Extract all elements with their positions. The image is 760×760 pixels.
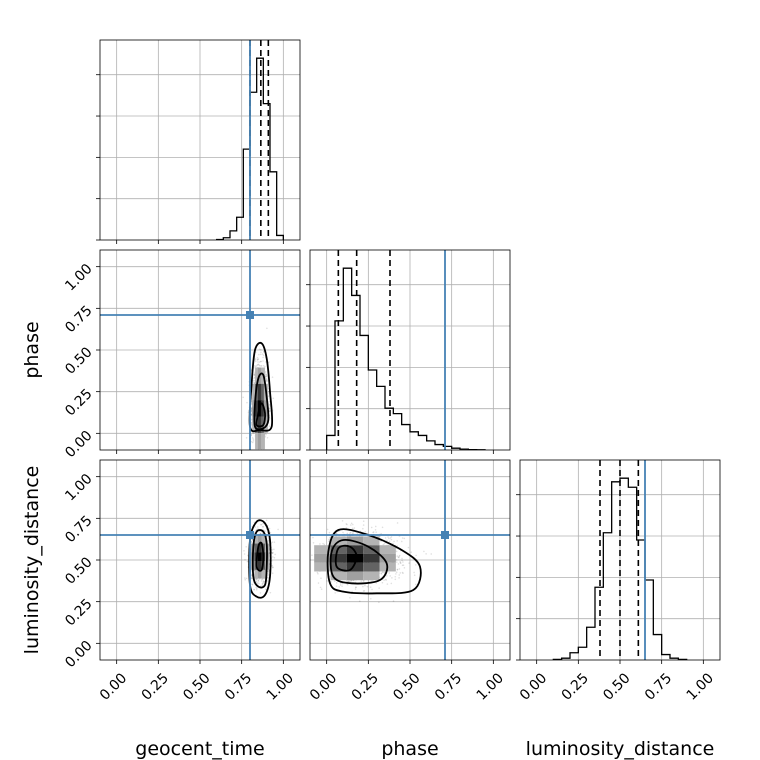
x-tick-label: 0.25 — [139, 670, 172, 703]
x-tick-label: 0.50 — [180, 670, 213, 703]
grid-lines — [100, 250, 300, 450]
density-cell — [258, 561, 262, 570]
x-tick-label: 0.50 — [600, 670, 633, 703]
y-tick-label: 0.50 — [62, 554, 95, 587]
y-tick-label: 0.75 — [62, 513, 95, 546]
contour-level-2 — [255, 402, 266, 428]
density-cell — [258, 534, 262, 544]
density-cell — [314, 545, 331, 554]
y-axis-label-luminosity_distance: luminosity_distance — [21, 466, 43, 655]
histogram-phase — [326, 267, 486, 450]
density-cell — [258, 383, 262, 401]
panel-phase-phase — [306, 249, 511, 454]
truth-point — [246, 311, 254, 319]
y-tick-label: 0.00 — [62, 428, 95, 461]
density-cell — [263, 400, 268, 417]
x-tick-label: 1.00 — [684, 670, 717, 703]
panel-phase-geocent_time: 0.00 0.25 0.50 0.75 1.00 — [62, 249, 301, 461]
density-cell — [346, 571, 364, 581]
density-cell — [260, 383, 265, 401]
density-cell — [379, 553, 396, 563]
density-cell — [252, 383, 257, 401]
panel-luminosity_distance-luminosity_distance: 0.00 0.25 0.50 0.75 1.00 — [516, 459, 721, 704]
density-cell — [263, 416, 268, 433]
x-tick-label: 0.50 — [390, 670, 423, 703]
density-cell — [363, 562, 380, 572]
density-cell — [330, 571, 347, 581]
x-tick-label: 1.00 — [264, 670, 297, 703]
density-cell — [363, 571, 380, 581]
x-tick-label: 0.25 — [559, 670, 592, 703]
density-cell — [346, 545, 364, 554]
contour-level-1 — [253, 372, 270, 431]
density-cell — [255, 432, 260, 450]
density-cell — [254, 569, 259, 579]
x-tick-label: 0.00 — [517, 670, 550, 703]
y-tick-label: 0.50 — [62, 344, 95, 377]
density-cell — [258, 416, 262, 433]
density-cell — [254, 543, 259, 553]
contour-level-0 — [248, 341, 274, 433]
density-cell — [255, 383, 260, 401]
density-cell — [330, 562, 347, 572]
x-tick-label: 0.00 — [97, 670, 130, 703]
x-tick-label: 0.75 — [642, 670, 675, 703]
y-tick-label: 0.00 — [62, 638, 95, 671]
x-tick-label: 1.00 — [474, 670, 507, 703]
x-axis-label-luminosity_distance: luminosity_distance — [526, 738, 715, 760]
x-tick-label: 0.00 — [307, 670, 340, 703]
density-cell — [255, 367, 260, 384]
truth-point — [441, 531, 449, 539]
contour-level-2 — [334, 544, 358, 572]
density-cell — [363, 553, 380, 563]
density-cell — [261, 569, 266, 579]
density-cell — [258, 432, 262, 450]
contour-level-2 — [255, 541, 265, 572]
density-cell — [330, 553, 347, 563]
y-tick-label: 1.00 — [62, 261, 95, 294]
density-cell — [379, 545, 396, 554]
density-cell — [260, 432, 265, 450]
y-tick-label: 1.00 — [62, 471, 95, 504]
density-cell — [258, 569, 262, 579]
density-cell — [254, 534, 259, 544]
density-cell — [260, 400, 265, 417]
density-cell — [346, 562, 364, 572]
x-axis-label-phase: phase — [381, 738, 438, 760]
density-cell — [330, 545, 347, 554]
panel-luminosity_distance-geocent_time: 0.000.250.500.751.000.00 0.25 0.50 0.75 1.00 — [62, 459, 301, 704]
y-tick-label: 0.75 — [62, 303, 95, 336]
density-cell — [258, 543, 262, 553]
panel-luminosity_distance-phase: 0.00 0.25 0.50 0.75 1.00 — [307, 459, 511, 704]
density-cell — [258, 552, 262, 562]
y-tick-label: 0.25 — [62, 596, 95, 629]
density-cell — [255, 400, 260, 417]
y-tick-label: 0.25 — [62, 386, 95, 419]
x-axis-label-geocent_time: geocent_time — [135, 738, 264, 760]
panel-geocent_time-geocent_time — [96, 39, 301, 244]
truth-point — [246, 531, 254, 539]
y-axis-label-phase: phase — [21, 321, 43, 378]
grid-lines — [100, 40, 300, 240]
density-cell — [314, 562, 331, 572]
x-tick-label: 0.25 — [349, 670, 382, 703]
contour-level-0 — [326, 528, 422, 595]
density-cell — [261, 534, 266, 544]
grid-lines — [310, 250, 510, 450]
x-tick-label: 0.75 — [222, 670, 255, 703]
density-cell — [363, 545, 380, 554]
density-cell — [314, 553, 331, 563]
density-cell — [346, 553, 364, 563]
contour-level-1 — [251, 529, 268, 589]
density-cell — [363, 536, 380, 546]
contour-level-1 — [329, 538, 389, 585]
x-tick-label: 0.75 — [432, 670, 465, 703]
